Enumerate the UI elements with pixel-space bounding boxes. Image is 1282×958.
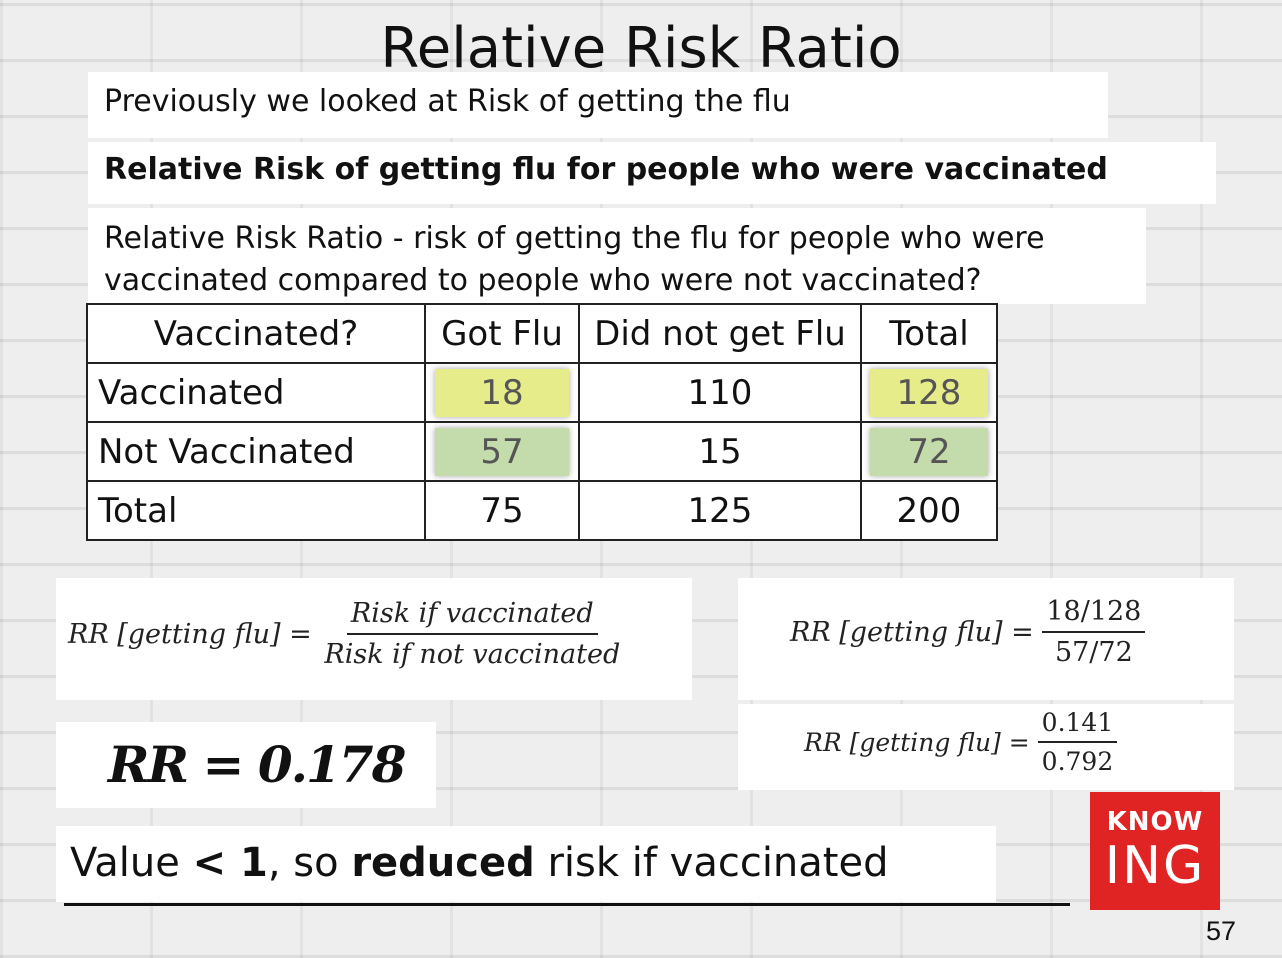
highlighted-cell: 128 <box>870 368 988 417</box>
conclusion-part: , so <box>267 840 352 886</box>
table-cell: 200 <box>860 480 998 541</box>
header-vaccinated: Vaccinated? <box>86 303 426 364</box>
underline-rule <box>64 903 1070 906</box>
conclusion-part: Value <box>70 840 193 886</box>
formula-fraction: Risk if vaccinated Risk if not vaccinate… <box>320 598 624 670</box>
slide-title: Relative Risk Ratio <box>380 16 902 81</box>
step2-numerator: 0.141 <box>1037 708 1118 743</box>
step2-fraction: 0.141 0.792 <box>1037 708 1118 776</box>
table-cell: 75 <box>424 480 580 541</box>
header-total: Total <box>860 303 998 364</box>
highlighted-cell: 72 <box>870 427 988 476</box>
formula-lhs: RR [getting flu] = <box>68 618 312 650</box>
conclusion-box: Value < 1, so reduced risk if vaccinated <box>56 826 996 902</box>
logo-top-text: KNOW <box>1106 807 1204 837</box>
step1-lhs: RR [getting flu] = <box>790 616 1034 648</box>
formula-box: RR [getting flu] = Risk if vaccinated Ri… <box>56 578 692 700</box>
step1-fraction: 18/128 57/72 <box>1042 596 1146 668</box>
table-cell: 15 <box>578 421 862 482</box>
step1-numerator: 18/128 <box>1042 596 1146 633</box>
step2-box: RR [getting flu] = 0.141 0.792 <box>738 704 1234 790</box>
table-row: Total 75 125 200 <box>86 480 998 541</box>
table-header-row: Vaccinated? Got Flu Did not get Flu Tota… <box>86 303 998 364</box>
row-label: Vaccinated <box>86 362 426 423</box>
intro-text: Previously we looked at Risk of getting … <box>104 84 791 119</box>
step1-box: RR [getting flu] = 18/128 57/72 <box>738 578 1234 700</box>
conclusion-emphasis: < 1 <box>192 840 268 886</box>
conclusion-emphasis: reduced <box>351 840 535 886</box>
table-row: Not Vaccinated 57 15 72 <box>86 421 998 482</box>
step2-lhs: RR [getting flu] = <box>804 727 1030 757</box>
conclusion-text: Value < 1, so reduced risk if vaccinated <box>70 840 888 886</box>
definition-text: Relative Risk Ratio - risk of getting th… <box>104 221 1045 298</box>
formula-numerator: Risk if vaccinated <box>346 598 598 635</box>
intro-text-box: Previously we looked at Risk of getting … <box>88 72 1108 138</box>
header-no-flu: Did not get Flu <box>578 303 862 364</box>
table-cell: 110 <box>578 362 862 423</box>
highlighted-cell: 57 <box>435 427 569 476</box>
subheading-text: Relative Risk of getting flu for people … <box>104 152 1108 187</box>
result-box: RR = 0.178 <box>56 722 436 808</box>
logo-bottom-text: ING <box>1104 836 1206 896</box>
knowing-logo: KNOW ING <box>1090 792 1220 910</box>
step2-denominator: 0.792 <box>1041 747 1114 776</box>
table-cell: 125 <box>578 480 862 541</box>
page-number: 57 <box>1205 916 1236 946</box>
table-row: Vaccinated 18 110 128 <box>86 362 998 423</box>
definition-box: Relative Risk Ratio - risk of getting th… <box>88 208 1146 304</box>
conclusion-part: risk if vaccinated <box>534 840 889 886</box>
formula-denominator: Risk if not vaccinated <box>324 639 621 670</box>
contingency-table: Vaccinated? Got Flu Did not get Flu Tota… <box>86 303 998 541</box>
step1-denominator: 57/72 <box>1054 637 1133 668</box>
subheading-box: Relative Risk of getting flu for people … <box>88 142 1216 204</box>
row-label: Total <box>86 480 426 541</box>
row-label: Not Vaccinated <box>86 421 426 482</box>
result-text: RR = 0.178 <box>108 735 406 794</box>
header-got-flu: Got Flu <box>424 303 580 364</box>
highlighted-cell: 18 <box>435 368 569 417</box>
